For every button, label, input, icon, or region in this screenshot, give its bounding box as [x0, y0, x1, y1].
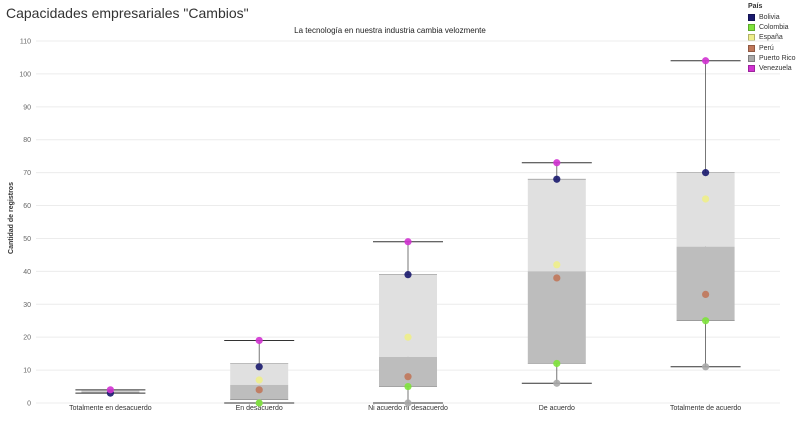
point-colombia: [404, 382, 412, 391]
legend-item[interactable]: Colombia: [748, 22, 796, 32]
box-upper: [230, 363, 289, 385]
y-tick-label: 40: [23, 269, 31, 276]
legend-label: Bolivia: [759, 13, 780, 21]
legend-swatch: [748, 23, 755, 31]
point-españa: [404, 333, 412, 341]
point-perú: [255, 386, 263, 394]
legend: País Bolivia Colombia España Perú Puerto Ric…: [748, 3, 796, 74]
legend-label: Perú: [759, 44, 774, 52]
box-upper: [527, 179, 586, 272]
y-tick-label: 60: [23, 203, 31, 210]
point-venezuela: [255, 336, 263, 345]
point-españa: [553, 261, 561, 269]
legend-swatch: [748, 54, 755, 62]
point-bolivia: [255, 363, 263, 371]
point-venezuela: [553, 159, 561, 167]
legend-swatch: [748, 44, 755, 52]
y-tick-label: 20: [23, 335, 31, 342]
chart-title: La tecnología en nuestra industria cambi…: [294, 26, 486, 35]
y-tick-label: 50: [23, 236, 31, 243]
box-upper: [379, 274, 437, 357]
legend-items: Bolivia Colombia España Perú Puerto Rico Vene…: [748, 12, 796, 74]
y-axis-label: Cantidad de registros: [8, 182, 15, 254]
y-tick-label: 10: [23, 368, 31, 375]
y-tick-label: 100: [19, 71, 31, 78]
point-puerto-rico: [404, 399, 412, 407]
legend-swatch: [748, 13, 755, 21]
point-puerto-rico: [553, 379, 561, 387]
point-perú: [702, 290, 710, 298]
point-bolivia: [702, 169, 710, 177]
point-bolivia: [404, 271, 412, 279]
legend-title: País: [748, 3, 763, 10]
legend-label: Puerto Rico: [759, 54, 796, 62]
page-title: Capacidades empresariales "Cambios": [6, 5, 249, 21]
legend-swatch: [748, 65, 755, 73]
point-puerto-rico: [702, 363, 710, 371]
x-tick-label: Ni acuerdo ni desacuerdo: [368, 405, 448, 412]
legend-label: España: [759, 34, 783, 42]
y-tick-label: 0: [27, 401, 31, 408]
point-españa: [702, 195, 710, 203]
box-lower: [379, 356, 437, 387]
x-tick-label: De acuerdo: [539, 405, 575, 412]
point-bolivia: [553, 175, 561, 183]
y-tick-label: 70: [23, 170, 31, 177]
legend-label: Colombia: [759, 23, 789, 31]
point-colombia: [702, 317, 710, 325]
point-colombia: [553, 359, 561, 368]
legend-item[interactable]: Venezuela: [748, 63, 796, 73]
legend-item[interactable]: Perú: [748, 43, 796, 53]
point-venezuela: [404, 238, 412, 246]
legend-item[interactable]: Bolivia: [748, 12, 796, 22]
legend-item[interactable]: Puerto Rico: [748, 53, 796, 63]
box-lower: [527, 271, 586, 364]
point-españa: [255, 376, 263, 384]
point-venezuela: [106, 386, 114, 394]
y-tick-label: 30: [23, 302, 31, 309]
point-venezuela: [702, 57, 710, 65]
legend-label: Venezuela: [759, 65, 792, 73]
y-tick-label: 90: [23, 104, 31, 111]
point-perú: [553, 274, 561, 282]
point-colombia: [255, 399, 263, 407]
point-perú: [404, 373, 412, 381]
y-tick-label: 80: [23, 137, 31, 144]
box-upper: [676, 172, 735, 247]
x-tick-label: Totalmente en desacuerdo: [69, 405, 152, 412]
x-tick-label: En desacuerdo: [236, 405, 283, 412]
y-tick-label: 110: [20, 39, 31, 46]
box-lower: [676, 246, 735, 321]
x-tick-label: Totalmente de acuerdo: [670, 405, 741, 412]
